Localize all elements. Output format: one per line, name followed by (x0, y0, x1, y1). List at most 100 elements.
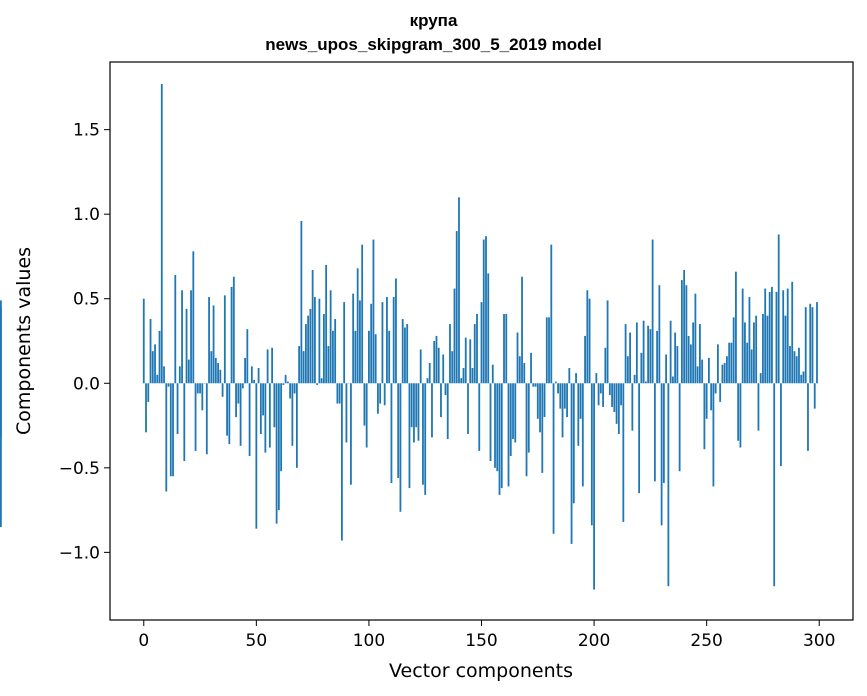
chart-subtitle: news_upos_skipgram_300_5_2019 model (265, 35, 602, 54)
bar (431, 383, 433, 438)
bar (311, 269, 314, 384)
bar (172, 383, 174, 477)
bar (624, 324, 627, 384)
bar (705, 383, 708, 419)
bar (392, 297, 395, 384)
bar (212, 305, 215, 384)
bar (397, 383, 400, 478)
bar (280, 383, 283, 472)
bar (813, 383, 816, 409)
bar (721, 364, 724, 384)
bar (343, 302, 346, 384)
bar (777, 234, 780, 384)
bar (424, 383, 427, 495)
bar (275, 383, 278, 524)
bar (671, 376, 674, 384)
bar (527, 383, 530, 453)
bar (350, 383, 352, 485)
bar (379, 383, 382, 404)
x-tick-label: 0 (138, 631, 149, 651)
bar (273, 383, 276, 428)
bar (726, 356, 728, 384)
bar (464, 337, 467, 384)
bar (764, 288, 767, 384)
bar (298, 346, 301, 384)
bar (142, 298, 145, 384)
bar (160, 83, 163, 384)
bar (552, 383, 555, 534)
x-tick-label: 300 (803, 631, 835, 651)
bar (611, 383, 613, 407)
bar (318, 298, 321, 384)
bar (163, 366, 165, 384)
bar (507, 383, 510, 487)
bar (352, 293, 355, 384)
bar (406, 324, 409, 384)
bar (388, 330, 391, 384)
bar (370, 303, 373, 384)
y-tick-label: 0.0 (73, 374, 100, 394)
bar (561, 383, 564, 438)
bar (327, 346, 330, 384)
bar (482, 239, 485, 384)
bar (435, 335, 438, 384)
bar (354, 330, 357, 384)
bar (559, 383, 562, 409)
bar (550, 244, 553, 384)
bar (581, 383, 584, 487)
bar (469, 339, 472, 384)
bar (169, 383, 172, 477)
bar (480, 302, 483, 384)
bar (262, 383, 264, 416)
bar (775, 291, 778, 384)
bar (755, 315, 758, 384)
x-tick-label: 200 (578, 631, 610, 651)
bar (579, 383, 582, 419)
bar (620, 383, 622, 406)
bar (793, 351, 796, 384)
bar (282, 383, 285, 385)
bar (214, 357, 217, 384)
bar (226, 383, 228, 436)
bar (460, 378, 463, 384)
bar (365, 383, 368, 448)
bar (455, 231, 458, 384)
bar (606, 300, 609, 384)
bar (428, 362, 431, 384)
bar (509, 383, 512, 456)
bar (660, 383, 663, 526)
bar (809, 303, 812, 384)
bar (381, 302, 384, 384)
bar (178, 366, 181, 384)
bar (390, 383, 393, 484)
bar (0, 383, 2, 527)
bar (689, 344, 692, 384)
bar (649, 329, 652, 384)
bar (653, 383, 656, 482)
bar (640, 352, 643, 384)
bar (717, 344, 719, 384)
bar (647, 325, 650, 384)
bar (300, 220, 303, 384)
bar (658, 285, 661, 384)
bar (568, 368, 571, 384)
bar (496, 383, 499, 472)
bar (266, 349, 269, 384)
bar (476, 313, 478, 384)
bar (345, 383, 348, 443)
bar (259, 383, 262, 434)
bar (241, 383, 244, 389)
bar (771, 286, 773, 384)
y-tick-label: −0.5 (59, 459, 100, 479)
bar (302, 351, 305, 384)
bar (750, 349, 753, 384)
bar (444, 383, 447, 396)
bar (329, 290, 332, 384)
bar (590, 383, 593, 526)
bar (714, 383, 717, 394)
bar (615, 383, 618, 424)
bar (174, 275, 177, 384)
bar (757, 383, 760, 431)
bar (383, 383, 386, 406)
bar (401, 319, 404, 384)
